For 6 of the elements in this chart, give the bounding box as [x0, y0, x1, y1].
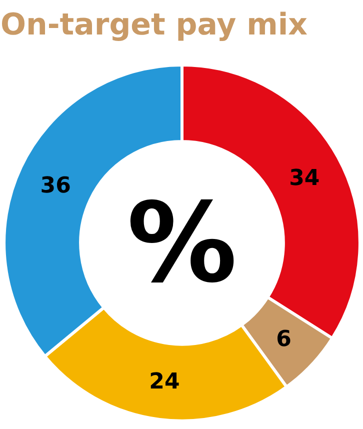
chart-title: On-target pay mix — [0, 8, 308, 42]
data-label: 36 — [40, 174, 71, 199]
data-label: 24 — [149, 370, 180, 394]
data-label: 6 — [276, 327, 292, 352]
data-label: 34 — [289, 166, 320, 191]
text: % — [126, 178, 238, 307]
